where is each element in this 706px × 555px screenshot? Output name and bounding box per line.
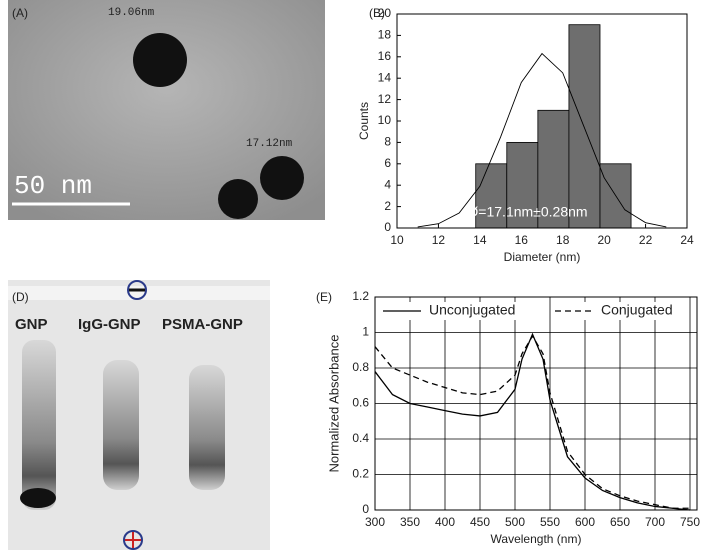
y-tick-label: 2 [384, 199, 391, 213]
plot-frame [374, 296, 698, 511]
lane-smear [22, 340, 56, 510]
tem-image: (A) 19.06nm 17.12nm 50 nm [8, 0, 325, 220]
x-tick-label: 450 [470, 515, 490, 529]
x-tick-label: 20 [597, 233, 611, 247]
y-tick-label: 1.2 [352, 289, 369, 303]
legend-bg [551, 302, 681, 320]
x-tick-label: 18 [556, 233, 570, 247]
bar [506, 141, 539, 229]
x-tick-label: 22 [639, 233, 653, 247]
scale-bar-label: 50 nm [14, 171, 92, 201]
x-tick-label: 10 [390, 233, 404, 247]
fit-curve [417, 52, 667, 228]
x-tick-label: 650 [610, 515, 630, 529]
y-tick-label: 8 [384, 135, 391, 149]
series-line [374, 334, 690, 509]
x-tick-label: 500 [505, 515, 525, 529]
particle [133, 33, 187, 87]
y-tick-label: 18 [378, 28, 392, 42]
y-tick-label: 16 [378, 49, 392, 63]
x-axis-label: Wavelength (nm) [491, 532, 582, 546]
y-axis-label: Counts [357, 102, 371, 140]
x-tick-label: 600 [575, 515, 595, 529]
x-tick-label: 350 [400, 515, 420, 529]
y-tick-label: 0.6 [352, 396, 369, 410]
lane-label: IgG-GNP [78, 316, 141, 333]
x-tick-label: 400 [435, 515, 455, 529]
x-tick-label: 300 [365, 515, 385, 529]
panel-label: (A) [12, 6, 28, 20]
x-tick-label: 700 [645, 515, 665, 529]
lane-smear [189, 365, 225, 490]
y-tick-label: 0 [384, 220, 391, 234]
panel-label: (E) [316, 290, 332, 304]
size-label: 19.06nm [108, 7, 155, 19]
y-tick-label: 10 [378, 113, 392, 127]
bar [537, 109, 570, 229]
lane-band [20, 488, 56, 508]
legend-label: Conjugated [601, 302, 673, 318]
y-tick-label: 4 [384, 177, 391, 191]
series-line [374, 332, 691, 511]
lane-label: PSMA-GNP [162, 316, 243, 333]
panel-label: (D) [12, 290, 29, 304]
lane-label: GNP [15, 316, 48, 333]
x-tick-label: 12 [432, 233, 446, 247]
x-tick-label: 24 [680, 233, 694, 247]
y-tick-label: 0 [362, 502, 369, 516]
y-tick-label: 0.8 [352, 360, 369, 374]
annotation: Ø=17.1nm±0.28nm [467, 204, 587, 220]
x-axis-label: Diameter (nm) [504, 250, 581, 264]
y-tick-label: 14 [378, 70, 392, 84]
y-tick-label: 0.4 [352, 431, 369, 445]
y-tick-label: 12 [378, 92, 392, 106]
x-tick-label: 550 [540, 515, 560, 529]
y-tick-label: 1 [362, 325, 369, 339]
particle [218, 179, 258, 219]
particle [260, 156, 304, 200]
x-tick-label: 750 [680, 515, 700, 529]
plot-frame [396, 13, 688, 229]
gel-image: (D) GNP IgG-GNP PSMA-GNP [8, 280, 270, 550]
plus-symbol [123, 530, 143, 550]
x-tick-label: 14 [473, 233, 487, 247]
bar [568, 24, 601, 229]
lane-smear [103, 360, 139, 490]
y-tick-label: 6 [384, 156, 391, 170]
panel-label: (B) [369, 6, 385, 20]
bar [475, 163, 508, 229]
x-tick-label: 16 [515, 233, 529, 247]
y-axis-label: Normalized Absorbance [326, 334, 341, 472]
y-tick-label: 0.2 [352, 467, 369, 481]
legend-bg [379, 302, 529, 320]
legend-label: Unconjugated [429, 302, 515, 318]
well-row [8, 286, 270, 300]
minus-symbol [127, 280, 147, 300]
size-label: 17.12nm [246, 138, 293, 150]
y-tick-label: 20 [378, 6, 392, 20]
